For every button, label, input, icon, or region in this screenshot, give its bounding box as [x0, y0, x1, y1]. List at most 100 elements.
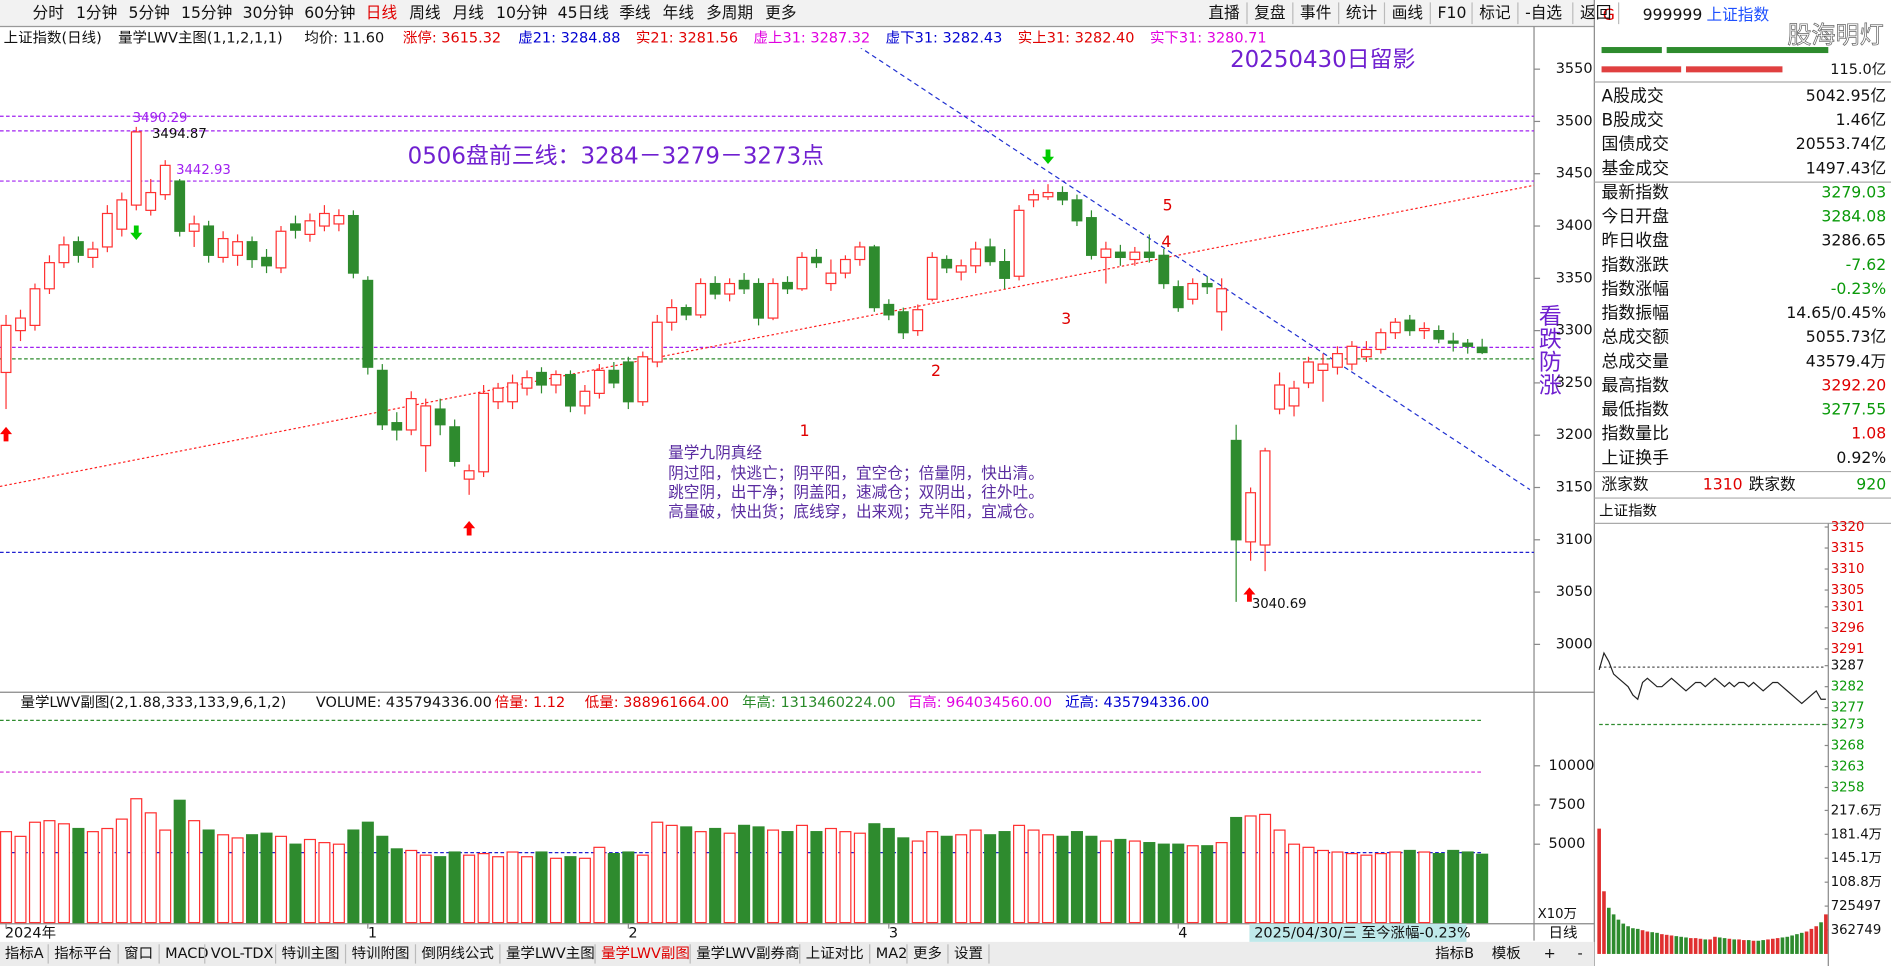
zoom-in[interactable]: + [1544, 946, 1556, 962]
toolbar-button[interactable]: 月线 [453, 3, 485, 22]
volume-bar [882, 827, 895, 924]
toolbar-button[interactable]: 复盘 [1254, 3, 1285, 22]
tab[interactable]: 量学LWV主图 [506, 945, 595, 962]
y-tick-label: 3305 [1831, 583, 1865, 598]
bar-label: 115.0亿 [1830, 61, 1886, 78]
volume-bar [376, 835, 389, 924]
volume-bar [940, 835, 953, 924]
candle-body [58, 244, 70, 264]
tab[interactable]: MACD [165, 946, 208, 962]
tab[interactable]: 指标平台 [54, 945, 112, 962]
tab[interactable]: VOL-TDX [211, 946, 274, 962]
y-tick-label: 3400 [1556, 218, 1593, 234]
candle-body [608, 369, 620, 384]
toolbar-button[interactable]: 季线 [619, 3, 651, 22]
toolbar-button[interactable]: 15分钟 [181, 3, 232, 22]
volume-bar [144, 812, 157, 924]
volume-bar [1461, 851, 1474, 924]
candle-body [72, 241, 84, 256]
volume-unit: X10万 [1538, 907, 1577, 922]
volume-bar [795, 824, 809, 924]
y-tick-label: 3263 [1831, 760, 1865, 775]
volume-bar [723, 832, 736, 924]
intraday-volume [1737, 939, 1741, 954]
tab[interactable]: 窗口 [124, 944, 153, 962]
toolbar-button[interactable]: 年线 [663, 3, 695, 22]
breadth-value: 920 [1856, 474, 1886, 493]
volume-bar [535, 851, 548, 924]
toolbar-button[interactable]: 直播 [1208, 3, 1240, 22]
candle-body [203, 225, 215, 256]
breadth-value: 1310 [1703, 474, 1743, 493]
legend-item: 近高: 435794336.00 [1065, 694, 1209, 711]
tab[interactable]: 特训主图 [282, 945, 340, 962]
toolbar-button[interactable]: 多周期 [706, 3, 753, 22]
intraday-volume [1722, 938, 1727, 954]
stat-value: 3286.65 [1821, 231, 1886, 250]
intraday-volume [1717, 937, 1722, 954]
candle-body [1476, 346, 1488, 354]
candle-body [1245, 492, 1257, 543]
toolbar-button[interactable]: 返回 [1580, 3, 1611, 22]
candle-body [883, 303, 895, 316]
candle-body [0, 324, 12, 374]
tab[interactable]: 指标B [1435, 945, 1474, 962]
candle-body [1085, 217, 1097, 256]
zoom-out[interactable]: - [1577, 946, 1582, 962]
tab[interactable]: 更多 [913, 945, 942, 962]
x-tick-label: 2 [628, 925, 637, 941]
toolbar-button[interactable]: 45日线 [558, 3, 610, 22]
toolbar-button[interactable]: 统计 [1346, 3, 1377, 22]
toolbar-button[interactable]: 事件 [1300, 3, 1331, 22]
main-plot [0, 48, 1535, 602]
volume-bar [578, 857, 591, 924]
intraday-volume [1674, 936, 1679, 954]
toolbar-button[interactable]: 日线 [366, 3, 398, 22]
candle-body [362, 279, 374, 368]
candle-body [897, 311, 909, 334]
candle-body [622, 361, 634, 403]
tab[interactable]: 上证对比 [806, 945, 864, 962]
tab[interactable]: 量学LWV副券商 [696, 945, 799, 962]
volume-bar [1302, 846, 1315, 924]
tab[interactable]: 模板 [1492, 944, 1521, 962]
toolbar-button[interactable]: F10 [1438, 3, 1467, 22]
toolbar-button[interactable]: 60分钟 [304, 3, 355, 22]
toolbar-button[interactable]: -自选 [1525, 3, 1562, 22]
tab[interactable]: 量学LWV副图 [601, 945, 690, 962]
volume-bar [694, 831, 707, 924]
intraday-volume [1727, 938, 1732, 954]
toolbar-button[interactable]: 标记 [1479, 3, 1511, 22]
bar [1601, 66, 1682, 73]
volume-bar [593, 846, 606, 924]
stat-value: 3279.03 [1821, 182, 1886, 201]
y-tick-label: 3315 [1831, 541, 1865, 556]
toolbar-button[interactable]: 周线 [409, 3, 441, 22]
volume-bar [86, 831, 99, 924]
legend-item: 实上31: 3282.40 [1018, 30, 1135, 47]
footer-note-bg [1249, 923, 1467, 942]
tab[interactable]: 特训附图 [352, 945, 410, 962]
volume-bar [998, 831, 1011, 924]
volume-bar [911, 840, 924, 924]
tab[interactable]: MA2 [876, 946, 908, 962]
candle-body [984, 246, 996, 263]
toolbar-button[interactable]: 分时 [33, 3, 65, 22]
candle-body [232, 241, 244, 256]
toolbar-button[interactable]: 1分钟 [76, 3, 117, 22]
candle-body [188, 223, 200, 232]
tab[interactable]: 倒阴线公式 [422, 945, 494, 962]
toolbar-button[interactable]: 5分钟 [128, 3, 169, 22]
intraday-volume [1785, 936, 1790, 954]
volume-bar [1172, 843, 1185, 924]
toolbar-button[interactable]: 画线 [1392, 3, 1424, 22]
y-tick-label: 3500 [1556, 113, 1593, 129]
y-tick-label: 3150 [1556, 479, 1593, 495]
intraday-volume [1684, 937, 1688, 954]
toolbar-button[interactable]: 更多 [765, 3, 796, 22]
toolbar-button[interactable]: 10分钟 [496, 3, 547, 22]
y-tick-label: 3550 [1556, 61, 1593, 77]
tab[interactable]: 设置 [954, 945, 983, 962]
toolbar-button[interactable]: 30分钟 [243, 3, 294, 22]
tab[interactable]: 指标A [5, 945, 44, 962]
